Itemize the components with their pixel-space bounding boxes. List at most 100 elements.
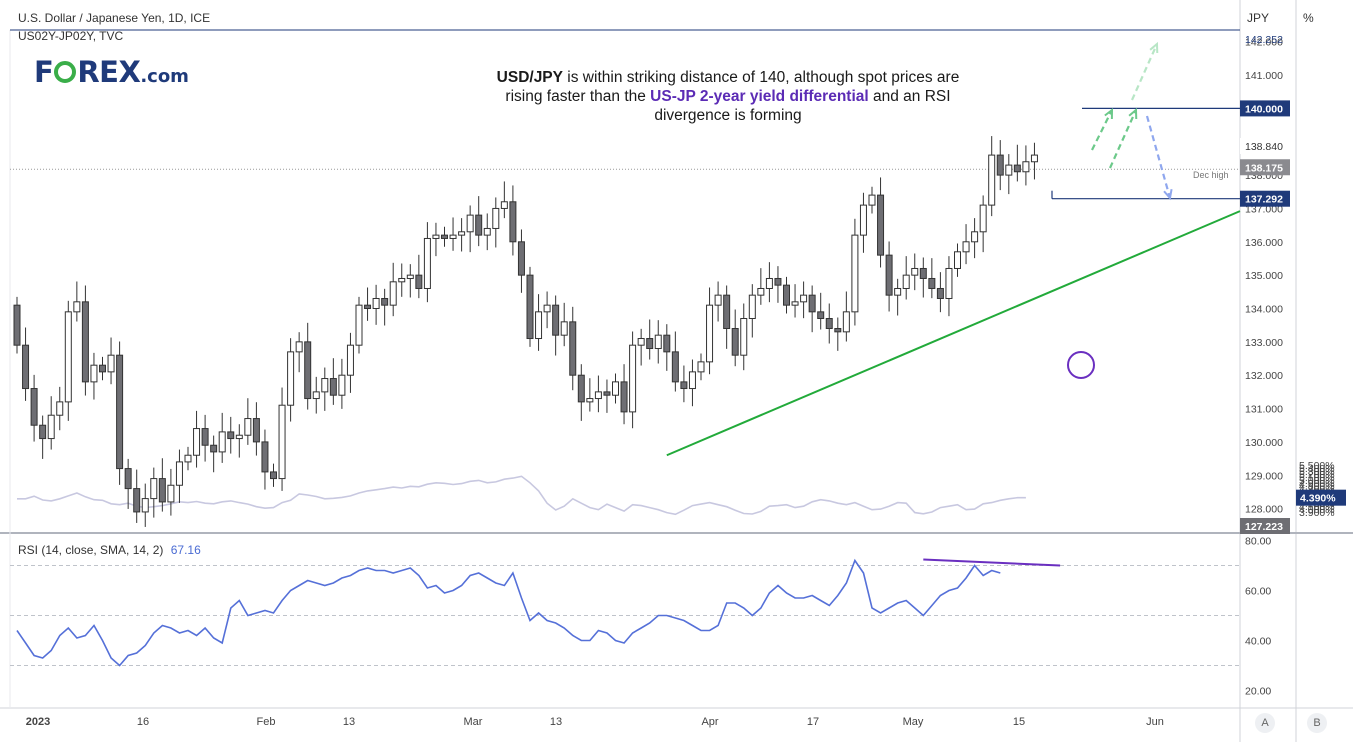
candle-body: [124, 468, 132, 490]
candle-body: [842, 311, 850, 333]
candle-body: [594, 391, 602, 400]
forex-logo: F REX.com: [34, 55, 189, 89]
candle-body: [107, 354, 115, 373]
candle-body: [1013, 164, 1021, 173]
candle-body: [218, 431, 226, 453]
yield-axis-unit: %: [1303, 11, 1314, 25]
candle-body: [441, 234, 448, 239]
time-tick-label: Apr: [701, 716, 718, 728]
candle-body: [877, 194, 885, 256]
candle-body: [483, 227, 491, 236]
candle-body: [800, 294, 808, 303]
yield-tick-label: 4.000%: [1299, 504, 1335, 516]
candle-body: [1030, 154, 1038, 163]
yield-tick-label: 5.100%: [1299, 472, 1335, 484]
price-tick-label: 136.000: [1245, 237, 1283, 249]
logo-o-ring-icon: [54, 61, 77, 83]
logo-rex: REX: [77, 55, 141, 89]
rsi-divergence-line: [923, 558, 1061, 567]
candle-body: [201, 428, 209, 446]
candle-body: [509, 201, 517, 243]
price-tick-label: 131.000: [1245, 404, 1283, 416]
candle-body: [868, 194, 876, 206]
candle-body: [560, 321, 568, 336]
candle-body: [552, 304, 560, 336]
candle-body: [834, 328, 842, 333]
candle-body: [517, 241, 525, 276]
candle-body: [235, 434, 243, 440]
candle-body: [535, 311, 543, 340]
candle-body: [723, 294, 731, 330]
candle-body: [671, 351, 679, 383]
price-axis-unit: JPY: [1247, 11, 1270, 25]
candle-body: [372, 297, 380, 309]
candle-body: [714, 294, 722, 306]
candle-body: [808, 294, 816, 313]
candle-body: [731, 328, 739, 356]
candle-body: [620, 381, 628, 413]
candle-body: [133, 488, 141, 513]
yield-differential-line: [17, 475, 1026, 516]
annotation-symbol: USD/JPY: [496, 69, 563, 86]
price-tick-label: 133.000: [1245, 337, 1283, 349]
candle-body: [748, 294, 756, 320]
candle-body: [911, 267, 919, 276]
rsi-title: RSI (14, close, SMA, 14, 2) 67.16: [18, 543, 201, 557]
candle-body: [329, 378, 337, 396]
yield-last-box: [1296, 489, 1346, 506]
time-tick-label: 17: [807, 716, 819, 728]
candle-body: [252, 418, 260, 443]
price-tick-label: 141.000: [1245, 70, 1283, 82]
candle-body: [586, 398, 594, 403]
rsi-line: [16, 558, 1001, 667]
candle-body: [680, 381, 688, 390]
candle-body: [500, 201, 508, 209]
candle-body: [706, 304, 714, 363]
annotation-text-1: is within striking distance of 140, alth…: [505, 69, 960, 105]
candle-body: [389, 281, 397, 306]
candle-body: [577, 374, 585, 403]
candle-body: [1005, 164, 1013, 176]
axis-button-b[interactable]: B: [1307, 713, 1327, 733]
arrow-up-mid-head: [1128, 107, 1138, 120]
price-label: 142.252: [1245, 34, 1283, 46]
time-tick-label: 13: [550, 716, 562, 728]
candle-body: [492, 207, 500, 229]
candle-body: [458, 231, 466, 236]
price-tick-label: 142.000: [1245, 37, 1283, 49]
candle-body: [184, 454, 192, 463]
candle-body: [193, 428, 201, 456]
time-tick-label: Jun: [1146, 716, 1164, 728]
candle-body: [919, 267, 927, 279]
axis-button-a[interactable]: A: [1255, 713, 1275, 733]
candle-body: [612, 381, 619, 396]
price-label-box: [1240, 100, 1290, 117]
time-tick-label: Feb: [257, 716, 276, 728]
candle-body: [825, 318, 833, 330]
candle-body: [56, 401, 64, 416]
candle-body: [979, 204, 987, 233]
candle-body: [423, 237, 431, 289]
rsi-label: RSI (14, close, SMA, 14, 2): [18, 543, 164, 557]
candle-body: [954, 251, 961, 269]
candle-body: [295, 341, 303, 353]
candle-body: [765, 277, 773, 289]
candle-body: [936, 287, 944, 299]
yield-series-title: US02Y-JP02Y, TVC: [18, 29, 124, 43]
candles: [13, 136, 1038, 527]
candle-body: [312, 391, 320, 400]
candle-body: [90, 364, 98, 383]
yield-highlight-circle: [1067, 351, 1095, 379]
candle-body: [859, 204, 867, 236]
annotation-text-2: and an RSI divergence is forming: [654, 88, 951, 124]
uptrend-line: [666, 210, 1241, 457]
candle-body: [261, 441, 269, 473]
arrow-down: [1145, 115, 1172, 199]
candle-body: [47, 414, 55, 440]
candle-body: [175, 461, 183, 486]
rsi-tick-label: 20.00: [1245, 686, 1271, 698]
rsi-tick-label: 40.00: [1245, 636, 1271, 648]
candle-body: [364, 304, 372, 310]
candle-body: [688, 371, 696, 390]
